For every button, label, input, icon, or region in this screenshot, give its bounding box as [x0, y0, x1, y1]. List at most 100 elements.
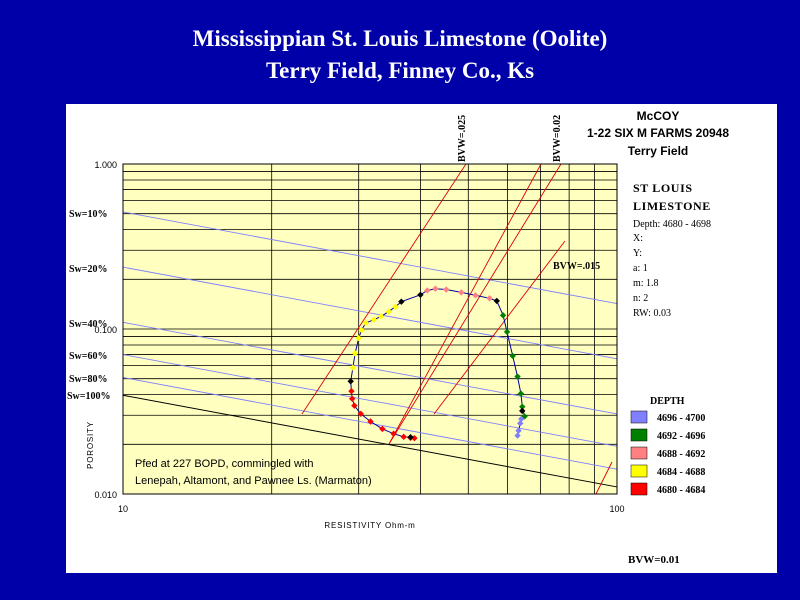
data-point — [472, 292, 479, 299]
data-point — [377, 313, 385, 320]
data-point — [486, 295, 493, 302]
legend-swatch — [630, 446, 648, 460]
well-name: 1-22 SIX M FARMS 20948 — [587, 126, 729, 140]
data-point — [515, 427, 522, 434]
sw-label-20: Sw=20% — [69, 264, 107, 275]
data-point — [355, 334, 362, 342]
legend-label: 4688 - 4692 — [657, 449, 705, 460]
info-m: m: 1.8 — [633, 278, 659, 289]
data-point — [348, 395, 356, 402]
legend-label: 4680 - 4684 — [657, 485, 705, 496]
info-a: a: 1 — [633, 263, 648, 274]
data-point — [442, 286, 450, 293]
data-point — [349, 364, 357, 371]
info-n: n: 2 — [633, 293, 648, 304]
data-point — [493, 297, 500, 305]
info-y: Y: — [633, 248, 642, 259]
bvw-line — [388, 163, 542, 445]
bvw-line — [301, 163, 467, 415]
info-x: X: — [633, 233, 643, 244]
info-title-2: LIMESTONE — [633, 199, 711, 213]
sw-line — [122, 394, 618, 488]
data-point — [517, 420, 524, 427]
production-note-1: Pfed at 227 BOPD, commingled with — [135, 458, 314, 470]
data-point — [370, 316, 378, 323]
info-rw: RW: 0.03 — [633, 308, 671, 319]
data-point — [392, 303, 399, 310]
data-point — [398, 298, 405, 305]
legend-swatch — [630, 410, 648, 424]
sw-label-80: Sw=80% — [69, 374, 107, 385]
data-point — [367, 418, 374, 425]
info-title-1: ST LOUIS — [633, 181, 693, 195]
y-tick-3: 0.010 — [94, 490, 117, 500]
y-tick-2: 0.100 — [94, 325, 117, 335]
bvw-lines — [301, 163, 613, 495]
data-point — [519, 407, 526, 415]
plot-border — [122, 163, 618, 495]
y-axis-label: POROSITY — [86, 421, 95, 469]
data-point — [514, 373, 521, 380]
production-note-2: Lenepah, Altamont, and Pawnee Ls. (Marma… — [135, 475, 372, 487]
y-tick-1: 1.000 — [94, 160, 117, 170]
legend-swatch — [630, 428, 648, 442]
data-point — [458, 289, 465, 296]
data-point — [432, 285, 439, 292]
x-tick-2: 100 — [609, 504, 624, 514]
sw-line — [122, 354, 618, 447]
data-point — [407, 433, 414, 441]
data-point — [351, 350, 359, 357]
data-point — [518, 415, 525, 423]
sw-line — [122, 211, 618, 305]
bvw-line — [433, 240, 566, 415]
info-depth: Depth: 4680 - 4698 — [633, 219, 711, 230]
data-point — [517, 390, 525, 397]
legend-title: DEPTH — [650, 396, 685, 407]
data-point — [351, 402, 358, 409]
data-point — [390, 430, 397, 437]
data-point — [417, 291, 424, 299]
well-operator: McCOY — [637, 109, 680, 123]
bvw-label-025: BVW=.025 — [457, 115, 468, 162]
chart-title-line2: Terry Field, Finney Co., Ks — [265, 58, 535, 83]
data-point — [400, 433, 407, 441]
bvw-label-02: BVW=0.02 — [552, 115, 563, 162]
legend-swatch — [630, 482, 648, 496]
sw-line — [122, 321, 618, 415]
data-point — [503, 328, 511, 336]
sw-label-40: Sw=40% — [69, 319, 107, 330]
data-point — [519, 403, 526, 410]
data-point — [424, 287, 431, 294]
legend-items: 4696 - 4700 4692 - 4696 4688 - 4692 4684 - … — [630, 410, 705, 496]
data-point — [385, 308, 392, 315]
legend-label: 4684 - 4688 — [657, 467, 705, 478]
legend-swatch — [630, 464, 648, 478]
bvw-label-015: BVW=.015 — [553, 261, 600, 272]
data-point — [358, 326, 365, 334]
sw-lines — [122, 211, 618, 488]
bvw-bottom-label: BVW=0.01 — [628, 554, 680, 566]
data-point — [347, 378, 354, 385]
data-point — [362, 319, 369, 327]
x-tick-1: 10 — [118, 504, 128, 514]
sw-label-60: Sw=60% — [69, 351, 107, 362]
grid-lines — [123, 164, 617, 494]
data-point — [509, 352, 516, 360]
sw-label-10: Sw=10% — [69, 209, 107, 220]
data-point — [357, 410, 365, 418]
data-point — [521, 413, 528, 420]
data-point — [499, 312, 507, 319]
bvw-line — [595, 461, 613, 495]
legend-label: 4696 - 4700 — [657, 413, 705, 424]
data-point — [514, 432, 521, 439]
x-axis-label: RESISTIVITY Ohm-m — [324, 521, 415, 530]
sw-label-100: Sw=100% — [67, 391, 110, 402]
bvw-line — [388, 163, 562, 445]
data-points — [347, 285, 528, 442]
legend-label: 4692 - 4696 — [657, 431, 705, 442]
sw-line — [122, 266, 618, 360]
chart-title-line1: Mississippian St. Louis Limestone (Oolit… — [192, 26, 608, 51]
data-point — [379, 425, 386, 433]
